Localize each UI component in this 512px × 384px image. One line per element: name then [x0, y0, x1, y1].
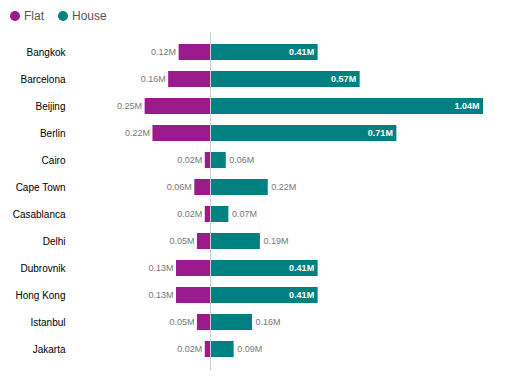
svg-text:Berlin: Berlin	[40, 128, 66, 139]
svg-text:0.06M: 0.06M	[229, 155, 254, 165]
svg-text:Delhi: Delhi	[43, 236, 66, 247]
svg-text:0.05M: 0.05M	[169, 236, 194, 246]
svg-text:0.02M: 0.02M	[177, 344, 202, 354]
svg-text:0.41M: 0.41M	[289, 263, 314, 273]
svg-text:0.12M: 0.12M	[151, 47, 176, 57]
svg-text:0.57M: 0.57M	[331, 74, 356, 84]
svg-text:0.13M: 0.13M	[148, 263, 173, 273]
svg-text:0.22M: 0.22M	[125, 128, 150, 138]
svg-text:0.71M: 0.71M	[368, 128, 393, 138]
svg-text:0.41M: 0.41M	[289, 47, 314, 57]
svg-text:Beijing: Beijing	[35, 101, 65, 112]
svg-text:0.41M: 0.41M	[289, 290, 314, 300]
svg-text:0.06M: 0.06M	[167, 182, 192, 192]
svg-text:0.09M: 0.09M	[237, 344, 262, 354]
svg-text:0.02M: 0.02M	[177, 155, 202, 165]
svg-text:0.02M: 0.02M	[177, 209, 202, 219]
svg-text:0.16M: 0.16M	[256, 317, 281, 327]
html-text:House: House	[72, 9, 107, 23]
svg-text:Hong Kong: Hong Kong	[15, 290, 65, 301]
svg-text:0.16M: 0.16M	[141, 74, 166, 84]
svg-text:0.05M: 0.05M	[169, 317, 194, 327]
svg-text:0.25M: 0.25M	[117, 101, 142, 111]
svg-text:Dubrovnik: Dubrovnik	[20, 263, 66, 274]
svg-text:0.07M: 0.07M	[232, 209, 257, 219]
svg-text:Bangkok: Bangkok	[27, 47, 67, 58]
svg-text:Jakarta: Jakarta	[33, 344, 66, 355]
svg-text:1.04M: 1.04M	[454, 101, 479, 111]
html-text:Flat: Flat	[24, 9, 44, 23]
svg-text:Barcelona: Barcelona	[20, 74, 65, 85]
svg-text:Istanbul: Istanbul	[30, 317, 65, 328]
svg-text:Cairo: Cairo	[42, 155, 66, 166]
svg-text:0.13M: 0.13M	[148, 290, 173, 300]
svg-text:0.19M: 0.19M	[263, 236, 288, 246]
svg-text:0.22M: 0.22M	[271, 182, 296, 192]
svg-text:Cape Town: Cape Town	[16, 182, 66, 193]
svg-text:Casablanca: Casablanca	[13, 209, 66, 220]
